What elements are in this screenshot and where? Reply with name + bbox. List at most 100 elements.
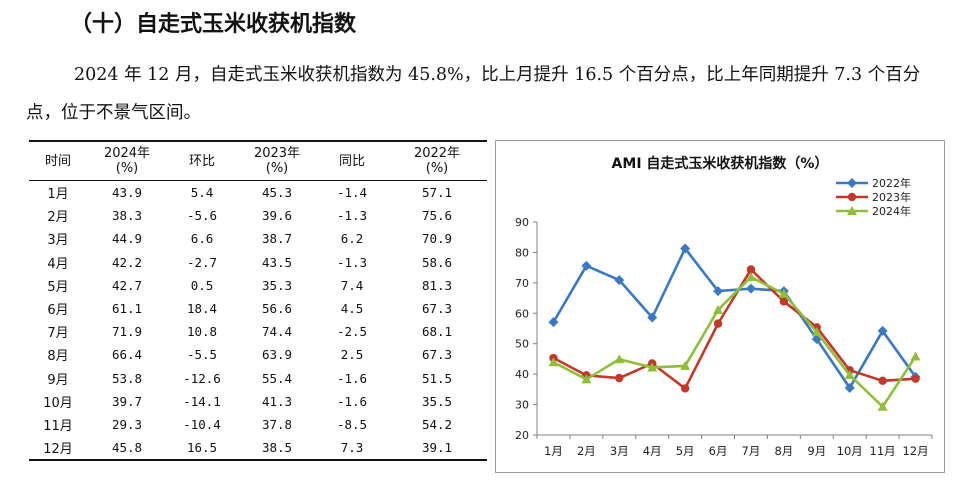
value-cell: 2.5: [340, 347, 364, 363]
data-point: [713, 319, 723, 328]
value-cell: -5.6: [186, 208, 218, 224]
data-point: [746, 265, 756, 274]
table-row: 3月 44.9 6.6 38.7 6.2 70.9: [29, 227, 487, 250]
value-cell: 63.9: [261, 347, 293, 363]
value-cell: -1.3: [336, 208, 368, 224]
value-cell: 70.9: [421, 231, 453, 247]
value-cell: 7.4: [340, 277, 364, 293]
x-tick-label: 11月: [870, 444, 896, 458]
chart-title: AMI 自走式玉米收获机指数（%）: [612, 155, 829, 172]
data-point: [680, 243, 691, 254]
series-line-2024年: [552, 275, 917, 409]
data-point: [745, 283, 756, 294]
value-cell: 51.5: [421, 370, 453, 386]
value-cell: 10.8: [186, 324, 218, 340]
value-cell: 43.5: [261, 254, 293, 270]
x-tick-label: 3月: [610, 444, 629, 458]
value-cell: -5.5: [186, 347, 218, 363]
x-tick-label: 9月: [807, 444, 826, 458]
value-cell: 39.1: [387, 436, 487, 462]
x-tick-label: 10月: [837, 444, 863, 458]
table-row: 2月 38.3 -5.6 39.6 -1.3 75.6: [29, 204, 487, 227]
value-cell: 6.2: [340, 231, 364, 247]
table-row: 6月 61.1 18.4 56.6 4.5 67.3: [29, 297, 487, 320]
table-header-cell: 2023年 (%): [237, 140, 317, 181]
month-cell: 2月: [47, 210, 69, 226]
month-cell: 10月: [43, 395, 73, 411]
data-point: [911, 374, 920, 383]
value-cell: 5.4: [190, 185, 214, 201]
line-chart: AMI 自走式玉米收获机指数（%） 20 30 40 50 60 70 80 90 1月 2月 3月 4…: [515, 155, 933, 458]
series-line-2023年: [552, 268, 916, 390]
value-cell: 7.3: [317, 436, 387, 462]
data-point: [680, 384, 690, 393]
value-cell: 18.4: [186, 301, 218, 317]
value-cell: 43.9: [111, 185, 143, 201]
month-cell: 3月: [47, 233, 69, 249]
month-cell: 6月: [47, 303, 69, 319]
value-cell: -10.4: [183, 416, 221, 432]
data-point: [779, 297, 789, 306]
data-point: [745, 272, 756, 282]
legend-marker: [847, 192, 857, 202]
value-cell: -1.6: [336, 393, 368, 409]
value-cell: 53.8: [111, 370, 143, 386]
x-tick-label: 1月: [544, 444, 563, 458]
data-point: [581, 374, 592, 384]
legend-marker: [847, 206, 857, 215]
legend-label: 2023年: [872, 190, 911, 204]
month-cell: 8月: [47, 349, 69, 365]
table-row: 12月 45.8 16.5 38.5 7.3 39.1: [29, 436, 487, 462]
value-cell: 67.3: [421, 347, 453, 363]
data-point: [680, 360, 691, 370]
y-tick-label: 40: [515, 368, 529, 381]
value-cell: 38.5: [237, 436, 317, 462]
data-point: [614, 354, 625, 364]
month-cell: 5月: [47, 279, 69, 295]
data-point: [581, 260, 592, 271]
value-cell: 58.6: [421, 254, 453, 270]
month-cell: 12月: [29, 436, 87, 462]
value-cell: 42.7: [111, 277, 143, 293]
x-tick-label: 7月: [742, 444, 761, 458]
value-cell: 38.3: [111, 208, 143, 224]
value-cell: -8.5: [336, 416, 368, 432]
series-line-2022年: [552, 247, 917, 390]
data-point: [647, 362, 658, 372]
value-cell: 35.3: [261, 277, 293, 293]
value-cell: 29.3: [111, 416, 143, 432]
value-cell: 68.1: [421, 324, 453, 340]
value-cell: 57.1: [421, 185, 453, 201]
value-cell: -2.5: [336, 324, 368, 340]
table-row: 10月 39.7 -14.1 41.3 -1.6 35.5: [29, 390, 487, 413]
month-cell: 7月: [47, 326, 69, 342]
month-cell: 11月: [43, 418, 73, 434]
y-tick-label: 30: [515, 399, 529, 412]
legend-label: 2024年: [872, 204, 911, 218]
month-cell: 4月: [47, 256, 69, 272]
table-body: 1月 43.9 5.4 45.3 -1.4 57.1 2月 38.3 -5.6 39.6 -1.3 7…: [29, 181, 487, 462]
value-cell: 37.8: [261, 416, 293, 432]
table-header-cell: 同比: [317, 140, 387, 181]
data-point: [614, 275, 625, 286]
value-cell: 44.9: [111, 231, 143, 247]
y-tick-label: 80: [515, 246, 529, 259]
y-tick-label: 90: [515, 216, 529, 229]
value-cell: -1.6: [336, 370, 368, 386]
value-cell: 67.3: [421, 301, 453, 317]
value-cell: 75.6: [421, 208, 453, 224]
value-cell: 45.3: [261, 185, 293, 201]
x-tick-label: 12月: [902, 444, 928, 458]
value-cell: 35.5: [421, 393, 453, 409]
x-tick-label: 6月: [709, 444, 728, 458]
value-cell: 71.9: [111, 324, 143, 340]
y-tick-label: 20: [515, 429, 529, 442]
y-tick-label: 50: [515, 338, 529, 351]
table-row: 9月 53.8 -12.6 55.4 -1.6 51.5: [29, 367, 487, 390]
data-point: [811, 327, 822, 337]
value-cell: 16.5: [167, 436, 237, 462]
table-header-row: 时间 2024年 (%) 环比 2023年 (%) 同比 2022年 (%): [29, 140, 487, 181]
value-cell: 81.3: [421, 277, 453, 293]
value-cell: -14.1: [183, 393, 221, 409]
y-tick-label: 60: [515, 307, 529, 320]
